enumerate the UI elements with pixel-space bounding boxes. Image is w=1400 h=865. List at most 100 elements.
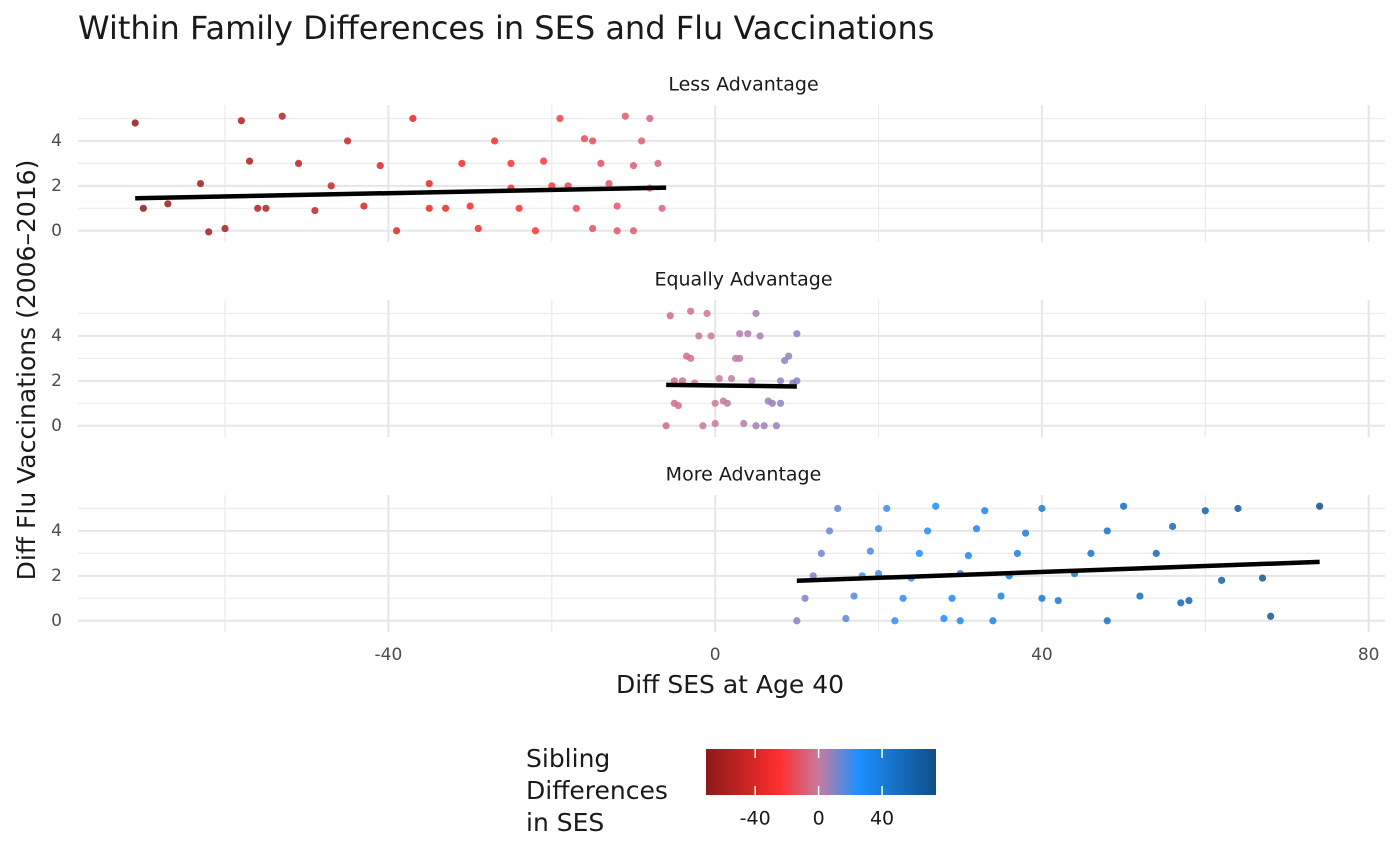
point: [237, 117, 245, 125]
strip-title: More Advantage: [666, 464, 822, 486]
fit-line: [666, 382, 797, 389]
legend-colorbar: [706, 749, 936, 795]
point: [687, 307, 695, 315]
point: [678, 377, 687, 385]
point: [531, 227, 540, 235]
y-axis-label: Diff Flu Vaccinations (2006–2016): [12, 160, 41, 581]
legend-title: in SES: [526, 808, 604, 837]
strip-title: Less Advantage: [668, 74, 818, 96]
point: [1103, 617, 1111, 625]
x-tick-label: -40: [375, 645, 403, 665]
point: [772, 422, 781, 430]
chart-title: Within Family Differences in SES and Flu…: [78, 9, 934, 47]
point: [866, 547, 874, 555]
legend-title: Sibling: [526, 744, 610, 773]
point: [723, 399, 732, 407]
point: [629, 227, 638, 235]
point: [764, 397, 772, 405]
legend-title: Differences: [526, 776, 668, 805]
point: [1267, 612, 1275, 620]
point: [695, 332, 703, 340]
point: [1169, 522, 1177, 531]
point: [682, 352, 691, 360]
point: [883, 504, 891, 513]
legend-tick-label: 0: [813, 808, 825, 830]
point: [294, 159, 303, 167]
point: [1021, 529, 1030, 537]
point: [131, 119, 139, 127]
point: [613, 227, 621, 235]
point: [752, 309, 760, 318]
point: [842, 614, 850, 623]
point: [474, 224, 482, 233]
point: [874, 570, 883, 578]
point: [981, 507, 989, 515]
point: [731, 354, 740, 362]
point: [1087, 549, 1095, 557]
point: [825, 527, 834, 535]
point: [196, 180, 205, 188]
point: [1201, 507, 1209, 515]
point: [1038, 594, 1046, 602]
point: [740, 419, 748, 428]
point: [646, 114, 654, 123]
point: [674, 401, 683, 410]
x-tick-label: 0: [710, 645, 721, 665]
point: [699, 422, 707, 430]
point: [507, 159, 515, 167]
point: [409, 114, 417, 123]
point: [572, 204, 580, 212]
point: [343, 137, 352, 145]
point: [205, 228, 213, 236]
point: [1185, 596, 1193, 605]
point: [776, 399, 785, 407]
point: [964, 552, 972, 560]
point: [515, 204, 523, 212]
point: [670, 377, 678, 385]
point: [245, 157, 254, 165]
point: [666, 312, 674, 320]
point: [139, 204, 147, 212]
point: [221, 224, 229, 233]
point: [491, 137, 499, 145]
legend-tick-label: 40: [870, 808, 894, 830]
y-tick-label: 4: [51, 131, 62, 151]
point: [891, 617, 899, 625]
point: [760, 422, 768, 430]
point: [923, 527, 932, 535]
point: [780, 357, 789, 365]
y-tick-label: 2: [51, 566, 62, 586]
y-tick-label: 2: [51, 371, 62, 391]
point: [1218, 576, 1226, 584]
point: [605, 180, 613, 188]
point: [1038, 504, 1046, 513]
point: [613, 202, 621, 210]
point: [458, 159, 466, 167]
point: [989, 617, 997, 625]
point: [556, 114, 564, 123]
point: [425, 204, 433, 212]
point: [756, 332, 764, 340]
point: [278, 112, 286, 120]
y-tick-label: 2: [51, 176, 62, 196]
legend-tick-label: -40: [740, 808, 771, 830]
point: [809, 572, 817, 580]
point: [801, 594, 809, 602]
point: [997, 592, 1005, 600]
point: [1103, 527, 1111, 535]
point: [874, 525, 883, 533]
point: [1054, 596, 1062, 605]
y-tick-label: 4: [51, 521, 62, 541]
point: [932, 502, 940, 510]
point: [1234, 504, 1242, 513]
point: [727, 375, 736, 383]
point: [311, 206, 319, 215]
point: [752, 422, 760, 430]
point: [658, 204, 666, 212]
point: [703, 309, 711, 318]
point: [1316, 502, 1324, 510]
y-tick-label: 0: [51, 416, 62, 436]
point: [711, 419, 719, 428]
point: [972, 525, 981, 533]
point: [621, 112, 629, 120]
